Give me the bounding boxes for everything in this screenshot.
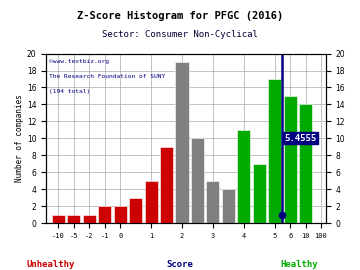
Text: Score: Score: [167, 260, 193, 269]
Bar: [237, 130, 250, 223]
Bar: [145, 181, 158, 223]
Text: Z-Score Histogram for PFGC (2016): Z-Score Histogram for PFGC (2016): [77, 11, 283, 21]
Bar: [67, 215, 81, 223]
Bar: [191, 138, 204, 223]
Bar: [83, 215, 96, 223]
Bar: [222, 189, 235, 223]
Bar: [98, 206, 111, 223]
Bar: [253, 164, 266, 223]
Text: ©www.textbiz.org: ©www.textbiz.org: [49, 59, 109, 64]
Text: Unhealthy: Unhealthy: [26, 260, 75, 269]
Text: Sector: Consumer Non-Cyclical: Sector: Consumer Non-Cyclical: [102, 30, 258, 39]
Text: 5.4555: 5.4555: [284, 134, 316, 143]
Text: The Research Foundation of SUNY: The Research Foundation of SUNY: [49, 74, 165, 79]
Bar: [129, 198, 142, 223]
Bar: [52, 215, 65, 223]
Y-axis label: Number of companies: Number of companies: [15, 94, 24, 182]
Bar: [160, 147, 173, 223]
Bar: [268, 79, 281, 223]
Bar: [175, 62, 189, 223]
Text: (194 total): (194 total): [49, 89, 90, 94]
Bar: [114, 206, 127, 223]
Text: Healthy: Healthy: [280, 260, 318, 269]
Bar: [206, 181, 220, 223]
Bar: [284, 96, 297, 223]
Bar: [299, 104, 312, 223]
